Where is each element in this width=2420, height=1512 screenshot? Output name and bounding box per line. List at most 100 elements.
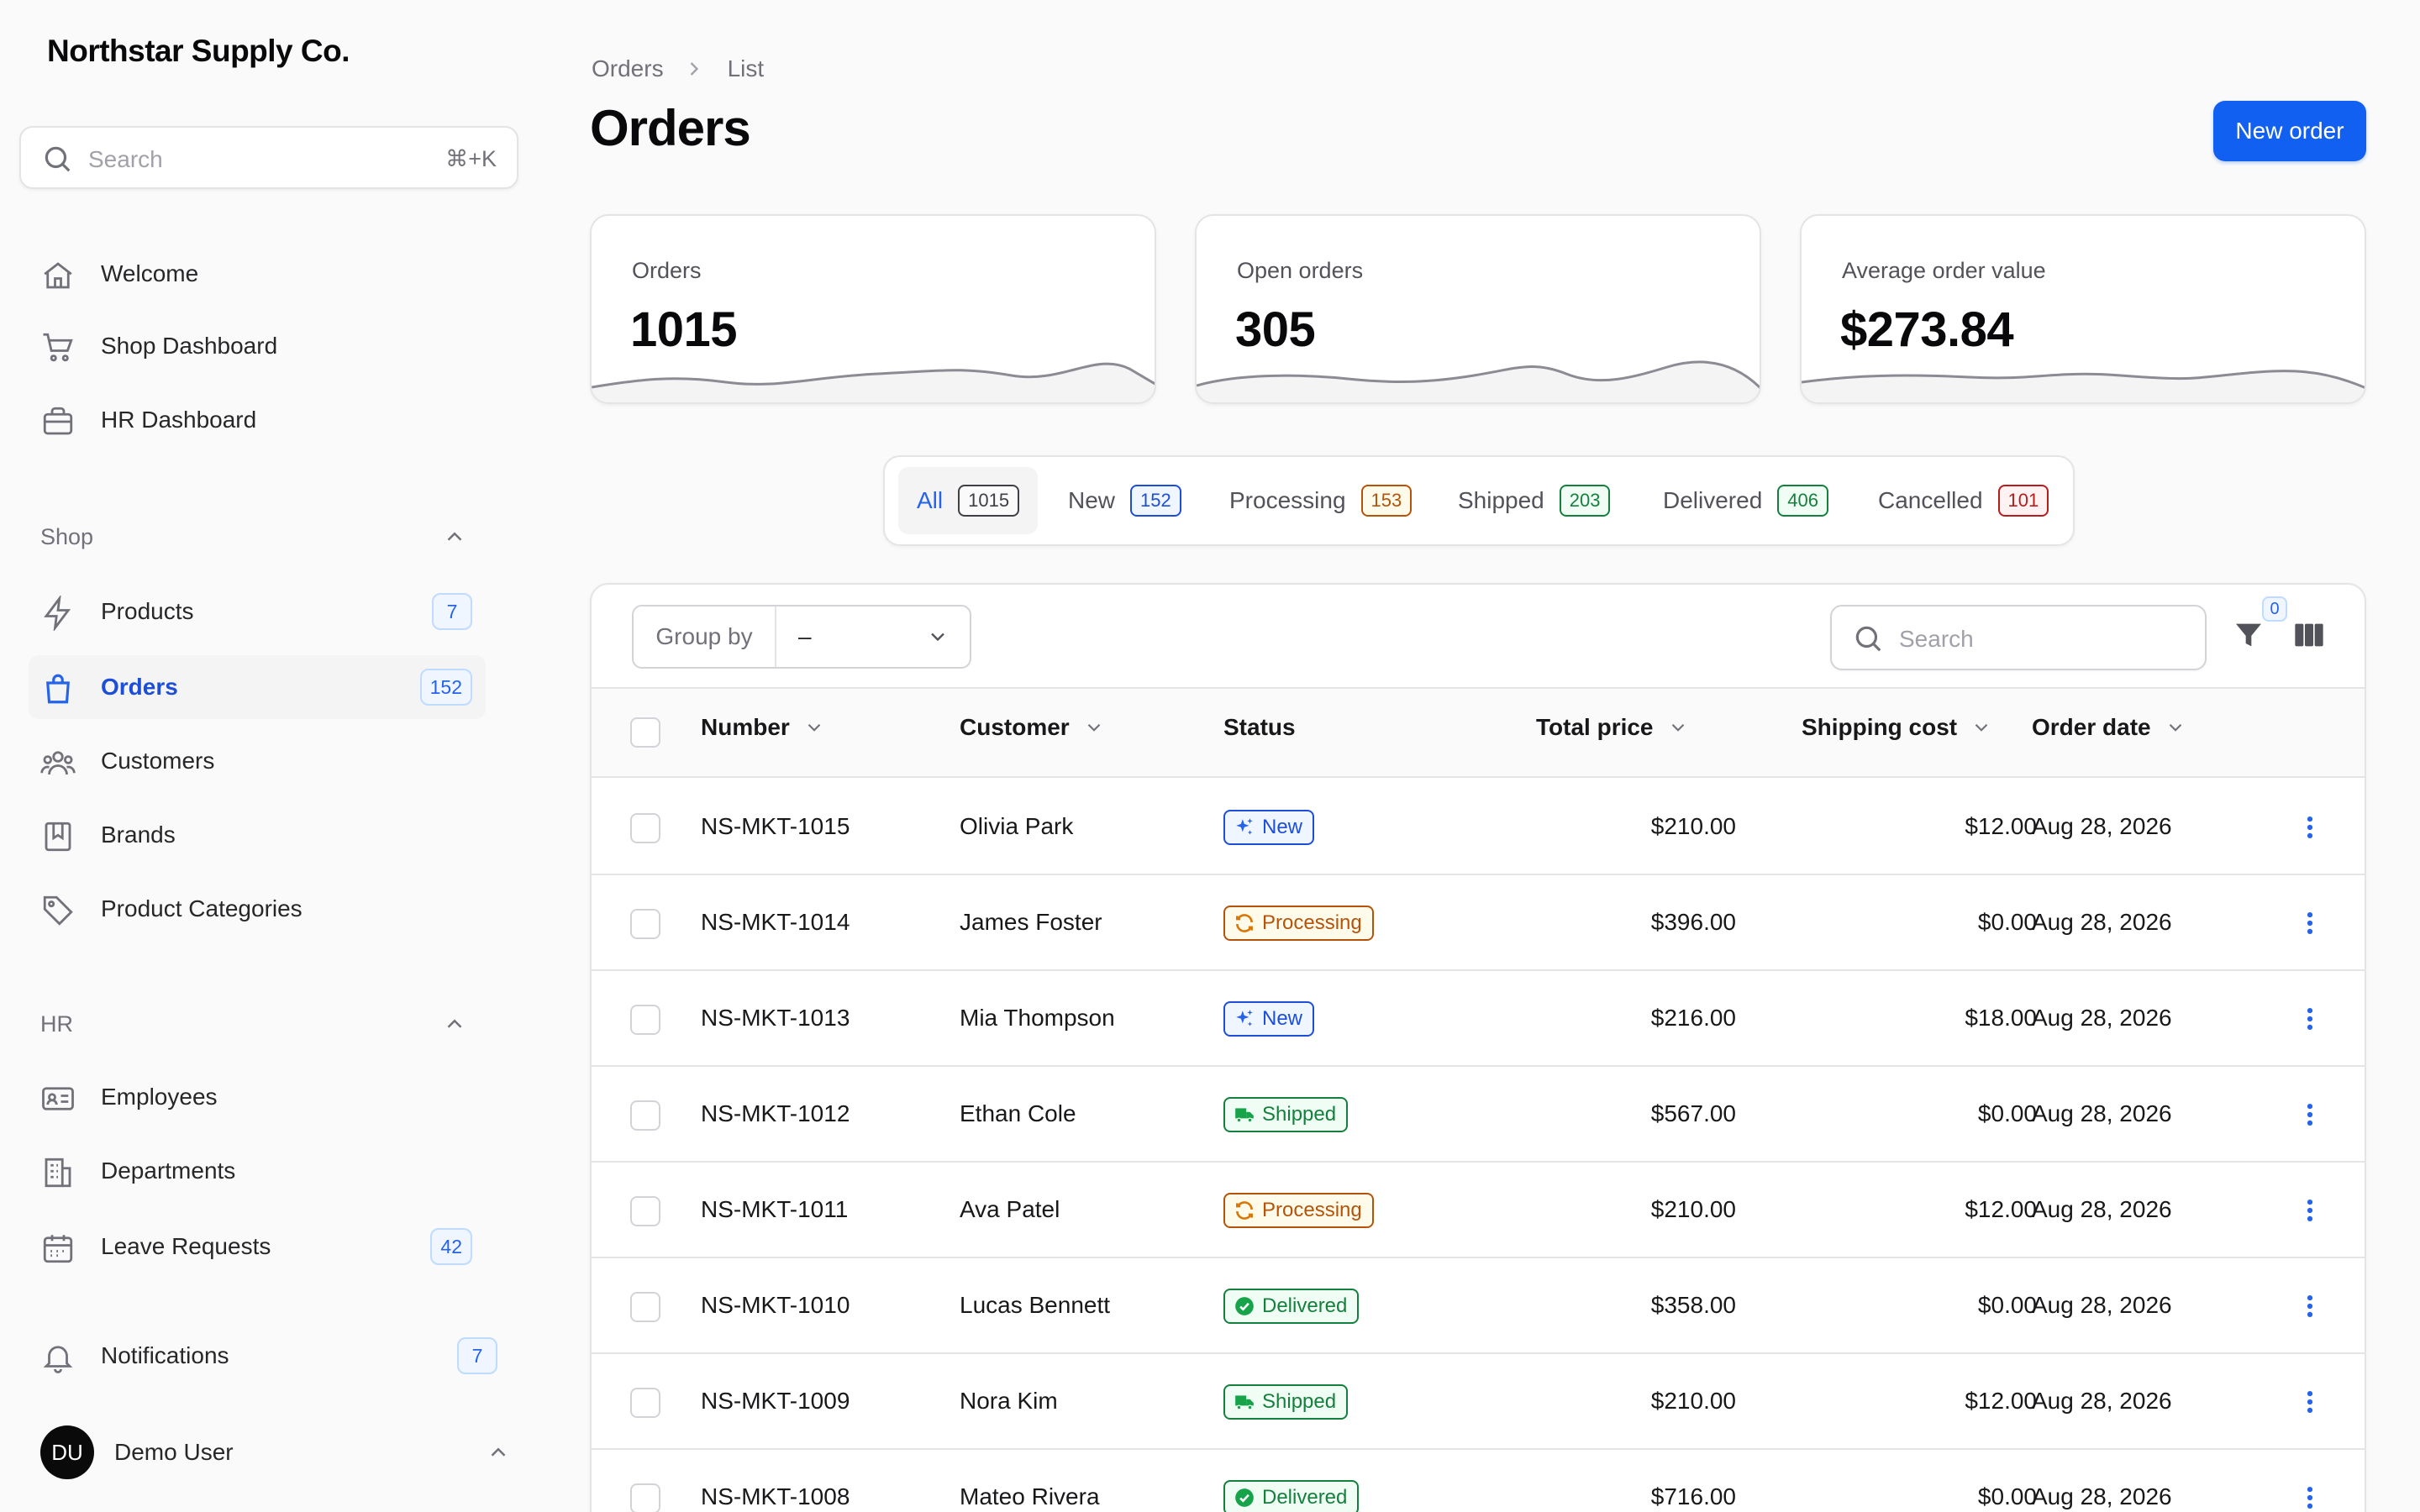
customer-name: Olivia Park	[960, 813, 1074, 839]
tab-all[interactable]: All 1015	[898, 467, 1039, 534]
table-row[interactable]: NS-MKT-1010 Lucas Bennett Delivered $358.00…	[592, 1258, 2365, 1354]
row-checkbox[interactable]	[630, 909, 660, 939]
search-icon	[45, 146, 71, 172]
sidebar-item-welcome[interactable]: Welcome	[29, 242, 486, 306]
row-checkbox[interactable]	[630, 1292, 660, 1322]
shipping-cost: $12.00	[1965, 1196, 2037, 1222]
bell-icon	[43, 1346, 73, 1373]
tab-count: 1015	[958, 485, 1020, 517]
sidebar-item-label: Employees	[101, 1084, 218, 1110]
column-header-customer[interactable]: Customer	[960, 714, 1105, 741]
table-search-input[interactable]: Search	[1830, 605, 2207, 670]
row-checkbox[interactable]	[630, 1483, 660, 1512]
tab-label: Shipped	[1458, 487, 1544, 513]
sidebar-search-placeholder: Search	[88, 146, 163, 172]
more-vertical-icon[interactable]	[2296, 1292, 2324, 1320]
select-all-checkbox[interactable]	[630, 717, 660, 748]
sidebar-item-hr-dashboard[interactable]: HR Dashboard	[29, 388, 486, 452]
row-checkbox[interactable]	[630, 1196, 660, 1226]
calendar-icon	[43, 1235, 73, 1263]
user-name: Demo User	[114, 1439, 234, 1465]
column-header-order-date[interactable]: Order date	[2032, 714, 2186, 741]
sidebar-item-label: Notifications	[101, 1342, 229, 1368]
sidebar-item-orders[interactable]: Orders 152	[29, 655, 486, 719]
stat-card-orders: Orders 1015	[590, 214, 1156, 404]
sidebar-item-employees[interactable]: Employees	[29, 1065, 486, 1129]
order-date: Aug 28, 2026	[2032, 1005, 2172, 1031]
sidebar-item-customers[interactable]: Customers	[29, 729, 486, 793]
status-label: Processing	[1262, 1199, 1362, 1221]
user-menu[interactable]: DU Demo User	[40, 1425, 511, 1479]
tab-cancelled[interactable]: Cancelled 101	[1860, 467, 2067, 534]
more-vertical-icon[interactable]	[2296, 813, 2324, 842]
stat-card-open-orders: Open orders 305	[1195, 214, 1761, 404]
columns-icon[interactable]	[2292, 618, 2326, 652]
stat-label: Open orders	[1237, 258, 1364, 283]
sidebar-item-products[interactable]: Products 7	[29, 580, 486, 643]
sparkline	[592, 362, 1155, 402]
filter-icon[interactable]	[2232, 618, 2265, 652]
tab-delivered[interactable]: Delivered 406	[1644, 467, 1847, 534]
table-row[interactable]: NS-MKT-1015 Olivia Park New $210.00 $12.00 Au…	[592, 780, 2365, 875]
table-row[interactable]: NS-MKT-1014 James Foster Processing $396.00…	[592, 875, 2365, 971]
status-badge: New	[1223, 1001, 1315, 1037]
column-header-number[interactable]: Number	[701, 714, 825, 741]
count-badge: 7	[457, 1337, 497, 1374]
more-vertical-icon[interactable]	[2296, 1388, 2324, 1416]
truck-icon	[1235, 1395, 1254, 1410]
table-row[interactable]: NS-MKT-1009 Nora Kim Shipped $210.00 $12.00 A…	[592, 1354, 2365, 1450]
tab-shipped[interactable]: Shipped 203	[1439, 467, 1628, 534]
row-checkbox[interactable]	[630, 1388, 660, 1418]
total-price: $396.00	[1650, 909, 1736, 935]
sidebar-item-brands[interactable]: Brands	[29, 803, 486, 867]
chevron-up-icon[interactable]	[442, 524, 467, 549]
shopping-bag-icon	[46, 674, 70, 704]
table-row[interactable]: NS-MKT-1013 Mia Thompson New $216.00 $18.00 A…	[592, 971, 2365, 1067]
column-header-label: Status	[1223, 714, 1296, 740]
chevron-down-icon	[1975, 723, 1988, 732]
chevron-right-icon	[690, 62, 698, 76]
sidebar-item-label: HR Dashboard	[101, 407, 257, 433]
tab-processing[interactable]: Processing 153	[1211, 467, 1430, 534]
more-vertical-icon[interactable]	[2296, 1100, 2324, 1129]
breadcrumb-orders[interactable]: Orders	[592, 55, 664, 81]
order-date: Aug 28, 2026	[2032, 1196, 2172, 1222]
sidebar-item-shop-dashboard[interactable]: Shop Dashboard	[29, 314, 486, 378]
row-checkbox[interactable]	[630, 813, 660, 843]
order-date: Aug 28, 2026	[2032, 1100, 2172, 1126]
group-by-value: –	[798, 623, 812, 649]
total-price: $210.00	[1650, 813, 1736, 839]
more-vertical-icon[interactable]	[2296, 1483, 2324, 1512]
row-checkbox[interactable]	[630, 1100, 660, 1131]
chevron-down-icon	[1087, 723, 1100, 732]
group-by-select[interactable]: Group by –	[632, 605, 971, 669]
avatar: DU	[40, 1425, 94, 1479]
orders-table: Group by – Search 0 Number Customer Stat…	[590, 583, 2366, 1512]
table-row[interactable]: NS-MKT-1008 Mateo Rivera Delivered $716.00 $…	[592, 1450, 2365, 1512]
sidebar-item-leave-requests[interactable]: Leave Requests 42	[29, 1215, 486, 1278]
briefcase-icon	[43, 407, 73, 435]
sidebar-item-departments[interactable]: Departments	[29, 1139, 486, 1203]
sidebar-item-notifications[interactable]: Notifications 7	[29, 1324, 511, 1388]
total-price: $716.00	[1650, 1483, 1736, 1509]
sidebar-search-input[interactable]: Search ⌘+K	[19, 126, 518, 189]
table-row[interactable]: NS-MKT-1012 Ethan Cole Shipped $567.00 $0.00…	[592, 1067, 2365, 1163]
more-vertical-icon[interactable]	[2296, 909, 2324, 937]
order-date: Aug 28, 2026	[2032, 1292, 2172, 1318]
column-header-total-price[interactable]: Total price	[1536, 714, 1689, 741]
more-vertical-icon[interactable]	[2296, 1196, 2324, 1225]
count-badge: 152	[419, 669, 472, 706]
column-header-shipping-cost[interactable]: Shipping cost	[1802, 714, 1992, 741]
tab-new[interactable]: New 152	[1050, 467, 1200, 534]
table-row[interactable]: NS-MKT-1011 Ava Patel Processing $210.00 $12…	[592, 1163, 2365, 1258]
row-checkbox[interactable]	[630, 1005, 660, 1035]
chevron-up-icon[interactable]	[442, 1011, 467, 1037]
table-search-placeholder: Search	[1899, 626, 1974, 652]
sidebar-item-product-categories[interactable]: Product Categories	[29, 877, 486, 941]
order-number: NS-MKT-1014	[701, 909, 850, 935]
sidebar-item-label: Product Categories	[101, 895, 302, 921]
status-label: Delivered	[1262, 1294, 1348, 1317]
more-vertical-icon[interactable]	[2296, 1005, 2324, 1033]
new-order-button[interactable]: New order	[2213, 101, 2366, 161]
column-header-label: Order date	[2032, 714, 2151, 740]
